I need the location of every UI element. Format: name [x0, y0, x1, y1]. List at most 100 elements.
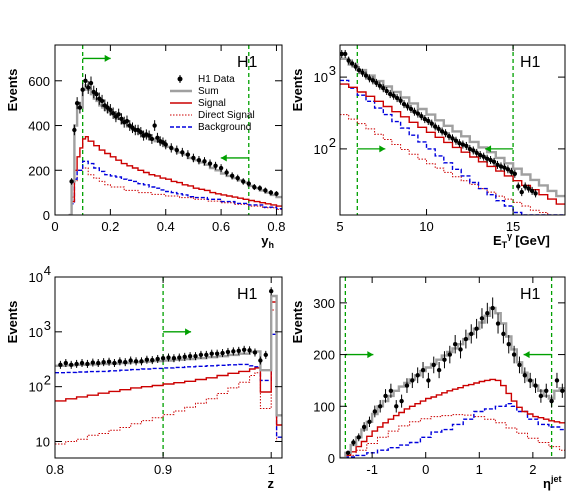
data-point	[495, 321, 501, 326]
panel-frame	[54, 44, 283, 216]
data-point	[383, 393, 388, 399]
data-point	[74, 361, 79, 367]
data-point	[150, 357, 155, 363]
data-point	[236, 348, 241, 354]
data-point	[431, 362, 436, 368]
plot-area	[340, 277, 565, 458]
y-tick-label: 10	[36, 434, 50, 449]
data-point	[498, 164, 504, 169]
h1-tag: H1	[237, 286, 258, 303]
data-point	[488, 157, 493, 163]
y-tick-label: 200	[28, 163, 50, 178]
data-point	[398, 98, 403, 103]
data-point	[464, 143, 469, 149]
data-point	[367, 76, 372, 81]
cut-arrowhead-2	[485, 145, 492, 153]
y-tick-label: 0	[43, 208, 50, 223]
y-tick-exponent: 2	[44, 373, 51, 388]
data-point	[246, 181, 251, 186]
data-point	[509, 169, 514, 174]
data-point	[247, 348, 252, 353]
y-tick-label: 10	[29, 270, 43, 285]
y-tick-label: 300	[313, 296, 335, 311]
sum-series	[340, 57, 565, 198]
data-point	[527, 378, 533, 383]
data-point	[544, 388, 549, 393]
x-axis-label-unit: [GeV]	[515, 233, 550, 248]
panel-frame	[339, 44, 566, 216]
data-point	[467, 146, 473, 152]
data-point	[501, 331, 506, 337]
data-point	[538, 393, 544, 399]
data-point	[474, 326, 479, 331]
data-point	[96, 360, 101, 366]
data-point	[446, 134, 452, 139]
data-point	[94, 92, 99, 97]
data-point	[160, 356, 166, 361]
data-point	[384, 88, 389, 94]
data-point	[106, 359, 112, 364]
data-point	[58, 362, 63, 368]
y-tick-label: 100	[313, 399, 335, 414]
data-point	[155, 356, 160, 362]
data-point	[436, 367, 442, 373]
data-point	[410, 378, 415, 383]
background-series	[68, 160, 282, 215]
data-point	[458, 347, 463, 352]
data-point	[110, 111, 116, 116]
data-point	[241, 179, 246, 184]
data-point	[177, 355, 182, 360]
panel-frame	[54, 276, 283, 459]
x-axis-label: ETγ [GeV]	[493, 231, 550, 250]
data-point	[86, 85, 91, 90]
data-point	[429, 121, 434, 126]
data-point	[522, 184, 528, 189]
data-point	[144, 357, 150, 362]
data-point	[191, 155, 196, 161]
data-point	[485, 311, 490, 316]
plot-area	[55, 277, 282, 458]
data-point	[85, 361, 90, 367]
y-tick-label: 400	[28, 119, 50, 134]
legend-label: Direct Signal	[198, 110, 255, 121]
data-point	[274, 191, 279, 196]
data-point	[224, 170, 229, 175]
cut-arrowhead-1	[185, 328, 192, 336]
data-point	[340, 51, 344, 57]
data-point	[439, 129, 445, 134]
data-point	[349, 61, 355, 66]
data-point	[77, 105, 83, 110]
h1-tag: H1	[520, 54, 541, 71]
data-point	[415, 373, 420, 378]
data-point	[116, 112, 121, 117]
direct-signal-series	[68, 167, 282, 215]
data-point	[533, 383, 538, 388]
data-point	[511, 352, 517, 357]
data-point	[560, 388, 565, 393]
x-axis-label: z	[268, 476, 275, 491]
data-point	[83, 78, 88, 83]
data-point	[412, 109, 417, 114]
data-point	[517, 362, 522, 368]
data-point	[166, 355, 171, 360]
sum-series	[340, 306, 565, 458]
y-tick-label: 10	[314, 142, 328, 157]
data-point	[372, 409, 378, 414]
data-point	[235, 175, 240, 181]
cut-arrowhead-1	[379, 145, 386, 153]
data-point	[101, 359, 106, 365]
plot-area	[340, 45, 565, 215]
x-tick-label: -1	[366, 462, 378, 477]
cut-arrowhead-1	[104, 54, 111, 62]
data-point	[457, 141, 462, 146]
data-point	[370, 78, 376, 83]
y-tick-label: 10	[314, 70, 328, 85]
data-point	[363, 73, 369, 78]
background-series	[340, 403, 565, 458]
data-point	[529, 188, 535, 194]
x-tick-label: 0.8	[46, 462, 64, 477]
data-point	[374, 80, 379, 86]
data-point	[182, 354, 187, 360]
data-point	[381, 86, 386, 91]
